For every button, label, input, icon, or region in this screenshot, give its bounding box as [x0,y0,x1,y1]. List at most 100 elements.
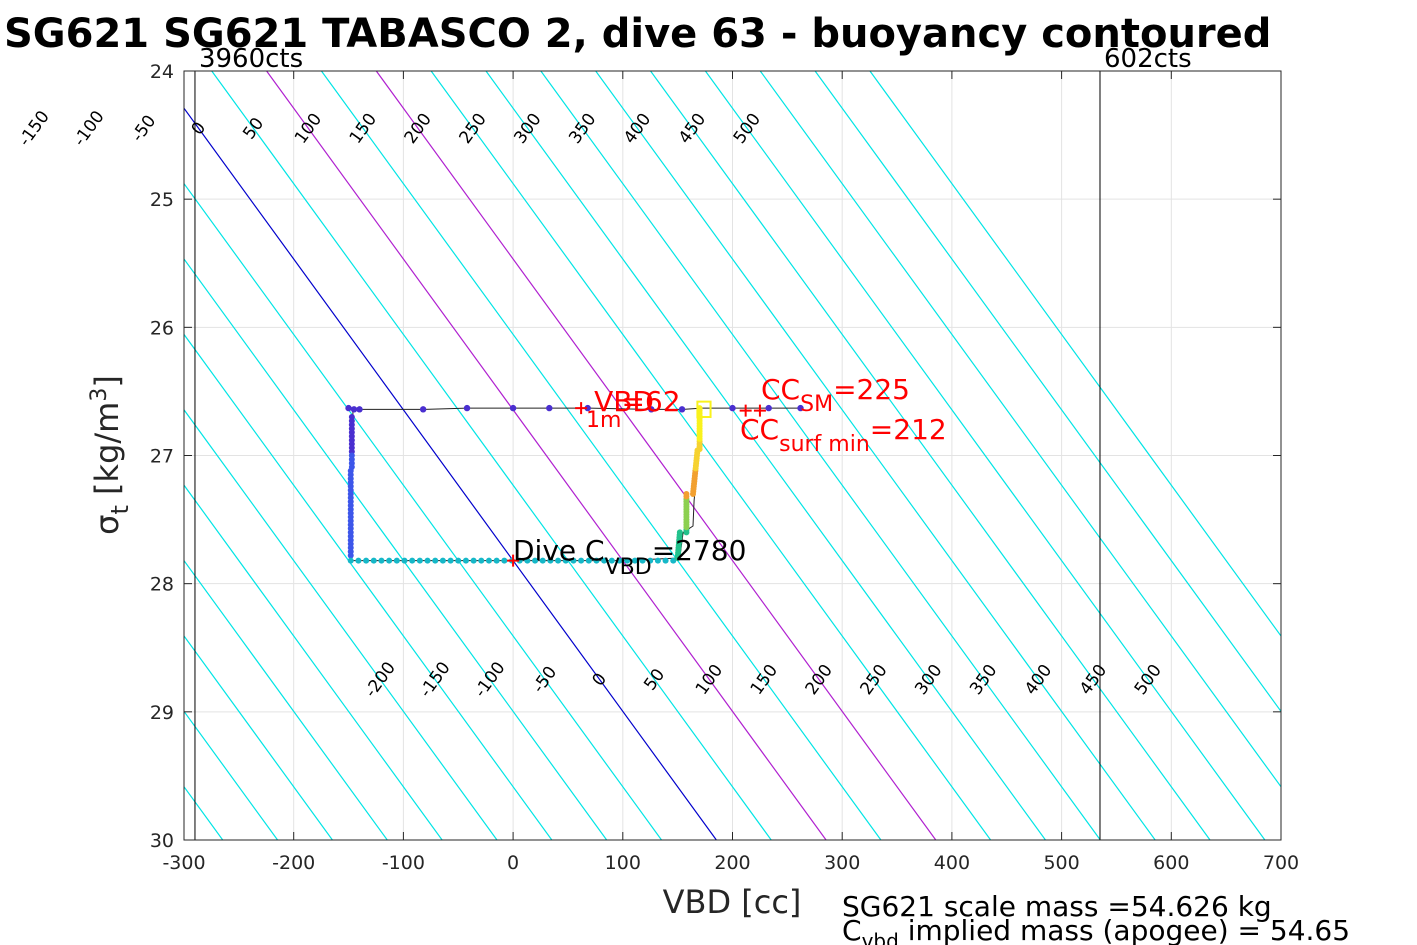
profile-point [345,404,352,412]
profile-point [347,557,354,564]
contour-label: 250 [455,110,490,148]
profile-point [765,404,772,412]
contour-line [184,107,717,840]
y-tick-label: 30 [150,830,174,852]
contour-line [540,71,1101,840]
contour-line [320,71,882,840]
vbd-marker [507,554,520,567]
profile-point [432,557,439,564]
profile-point [654,557,661,564]
profile-point [516,557,523,564]
profile-point [678,406,686,413]
vbd-limit-label: 602cts [1104,44,1192,74]
y-tick-label: 25 [150,189,174,211]
x-axis-label: VBD [cc] [663,883,802,921]
contour-line [184,559,388,840]
contour-label: 200 [401,110,436,148]
x-tick-label: 400 [934,852,970,874]
profile-point [493,557,500,564]
contour-label: -50 [529,663,562,697]
profile-point [355,557,362,564]
x-tick-label: 200 [714,852,750,874]
profile-point [570,557,577,564]
contour-label: 350 [966,661,1001,699]
contour-label: 150 [747,661,782,699]
profile-point [393,557,400,564]
annotation-vbd1m-main: VBD [594,385,654,418]
implied-mass-main: C [842,914,862,945]
annotation-vbd1m-sub: 1m [586,408,621,433]
y-axis-label-close: ] [88,375,126,387]
profile-point [539,557,546,564]
contour-line [759,71,1281,788]
profile-point [546,404,553,412]
contour-line [650,71,1211,840]
apogee-box [696,400,712,419]
profile-point [797,404,804,412]
profile-point [470,557,477,564]
annotation-ccsurf: CCsurf min=212 [740,413,947,457]
profile-point [424,557,431,564]
profile-point [585,557,592,564]
implied-mass-sub: vbd [862,929,899,945]
profile-point [555,557,562,564]
contour-line [430,71,992,840]
contour-label: 450 [1076,661,1111,699]
profile-point [578,557,585,564]
grid-lines [183,70,1282,841]
buoyancy-contours [184,71,1281,840]
profile-point [501,557,508,564]
contour-label: 300 [911,661,946,699]
profile-point [350,406,358,413]
annotation-ccsm-sub: SM [800,392,833,417]
y-axis-label-unit: [kg/m [88,402,126,505]
implied-mass-tail: implied mass (apogee) = 54.65 [899,914,1350,945]
profile-point [478,557,485,564]
profile-point [401,557,408,564]
profile-point [378,557,385,564]
contour-label: 500 [730,110,765,148]
contour-label: 250 [856,661,891,699]
annotation-divec-sub: VBD [605,555,652,580]
contour-label: -100 [471,658,510,701]
profile-point [462,557,469,564]
vbd-limit-lines: 3960cts 602cts [194,44,1192,840]
profile-point [562,557,569,564]
profile-point [662,557,669,564]
profile-point [584,404,591,412]
contour-label: 100 [291,110,326,148]
profile-point [729,404,736,412]
contour-label: 100 [692,661,727,699]
contour-line [184,408,498,840]
contour-line [184,258,608,840]
contour-line [595,71,1156,840]
contour-line [485,71,1046,840]
profile-point [439,557,446,564]
profile-point [647,557,654,564]
y-tick-label: 26 [150,317,174,339]
profile-point [447,557,454,564]
annotation-ccsm: CCSM=225 [761,373,910,417]
chart-title: SG621 SG621 TABASCO 2, dive 63 - buoyanc… [4,11,1271,57]
contour-label: 350 [565,110,600,148]
contour-line [814,71,1281,713]
annotation-ccsurf-main: CC [740,413,779,446]
y-tick-label: 29 [150,702,174,724]
contour-label: 50 [640,665,669,694]
profile-point [593,557,600,564]
x-tick-label: -300 [162,852,205,874]
profile-point [356,406,363,413]
contour-label: 50 [239,114,268,143]
x-tick-label: 300 [824,852,860,874]
profile-point [386,557,393,564]
profile-point [616,557,623,564]
profile-point [363,557,370,564]
contour-label: 450 [675,110,710,148]
profile-point [648,406,655,413]
x-tick-label: 0 [507,852,519,874]
y-axis-ticks: 24 25 26 27 28 29 30 [150,61,1281,852]
implied-mass-text: Cvbd implied mass (apogee) = 54.65 [842,914,1350,945]
y-tick-label: 28 [150,574,174,596]
profile-point [509,404,517,412]
